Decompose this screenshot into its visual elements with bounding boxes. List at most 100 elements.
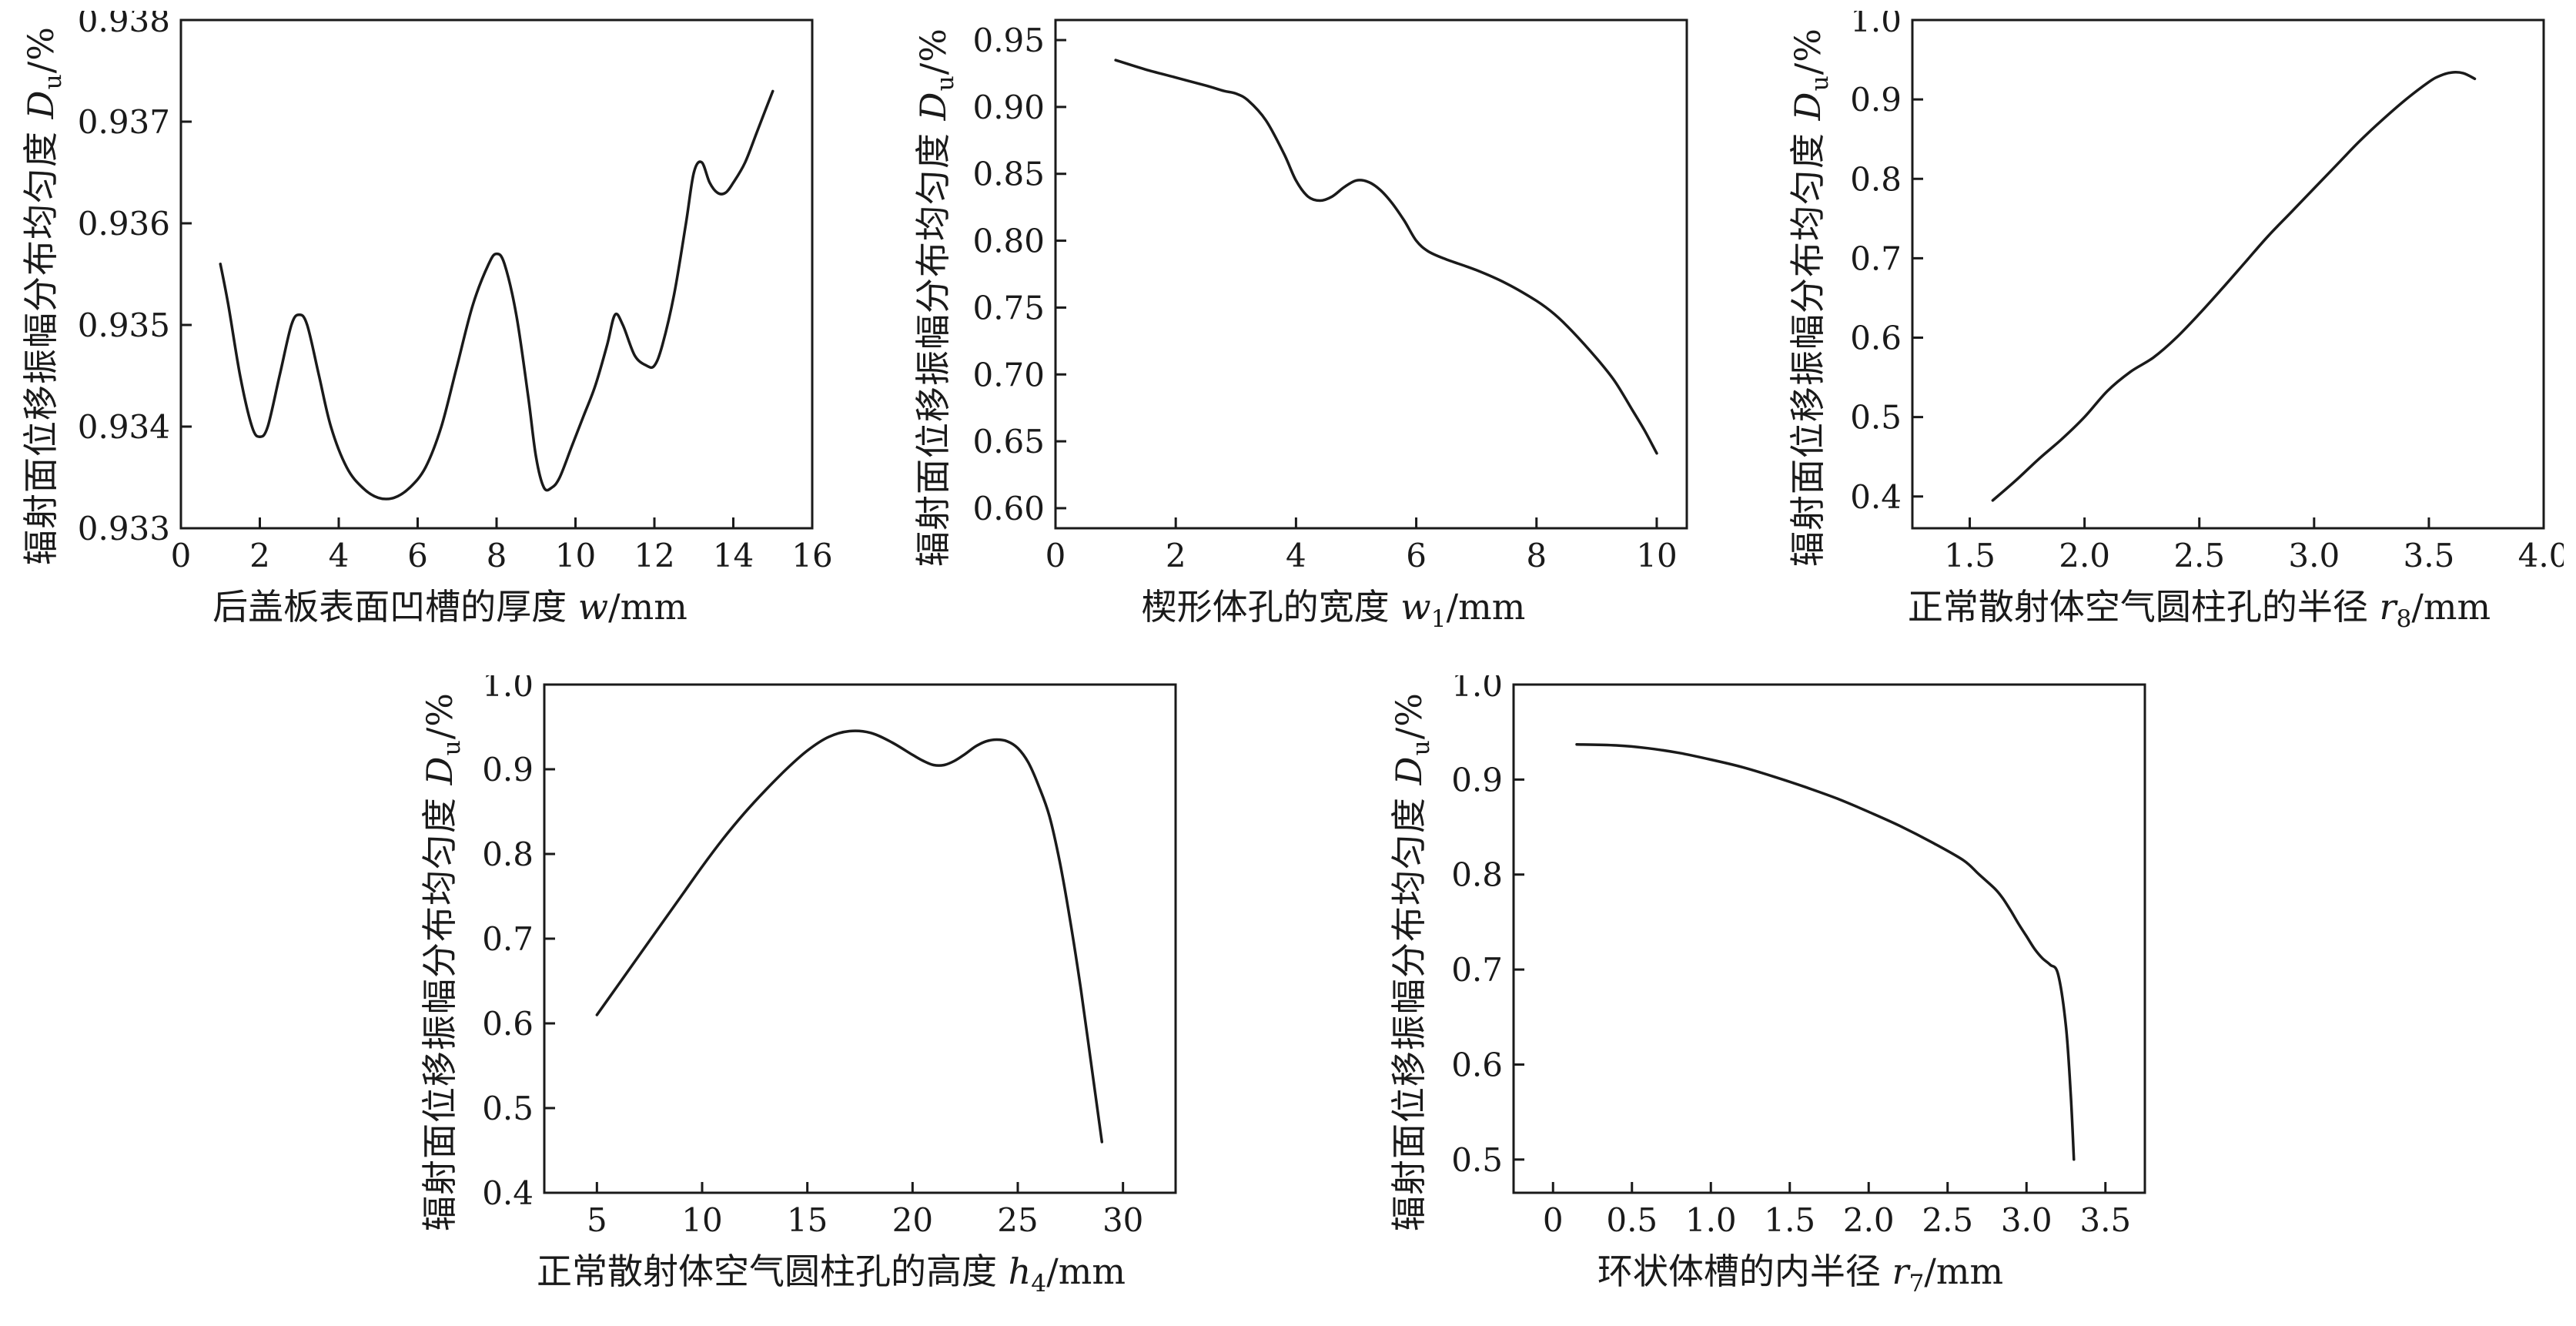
data-curve xyxy=(1991,71,2477,502)
x-tick-label: 2.5 xyxy=(2173,537,2225,574)
x-tick-label: 8 xyxy=(487,537,507,574)
plot-column: 0 2 4 6 8 10 12 14 16 0.933 0.934 0.935 0.936 0.937 0.… xyxy=(68,11,832,630)
y-axis-label-wrap: 辐射面位移振幅分布均匀度 Du/% xyxy=(905,11,960,633)
data-curve xyxy=(1575,743,2076,1161)
bottom-row: 辐射面位移振幅分布均匀度 Du/% 5 10 15 20 25 30 0.4 0.5 0.6 0.… xyxy=(12,675,2564,1298)
x-tick-label: 2 xyxy=(249,537,270,574)
plot-frame xyxy=(543,683,1177,1194)
x-tick-label: 3.5 xyxy=(2404,537,2455,574)
y-tick-label: 0.5 xyxy=(482,1090,534,1127)
data-curve xyxy=(595,729,1104,1144)
y-axis-label: 辐射面位移振幅分布均匀度 Du/% xyxy=(912,27,960,567)
x-tick-label: 10 xyxy=(555,537,596,574)
top-row: 辐射面位移振幅分布均匀度 Du/% 0 2 4 6 8 10 12 14 16 0.933 0.93… xyxy=(12,11,2564,633)
x-tick-label: 3.0 xyxy=(2288,537,2340,574)
chart-panel-cylinder-hole-height: 辐射面位移振幅分布均匀度 Du/% 5 10 15 20 25 30 0.4 0.5 0.6 0.… xyxy=(411,675,1196,1298)
axis-ticks: 0 2 4 6 8 10 12 14 16 0.933 0.934 0.935 0.936 0.937 0.… xyxy=(78,11,832,574)
data-curve xyxy=(219,89,774,501)
plot-column: 5 10 15 20 25 30 0.4 0.5 0.6 0.7 0.8 0.9 1.0 正常散射体空气… xyxy=(467,675,1196,1298)
x-tick-label: 1.0 xyxy=(1685,1201,1737,1239)
y-tick-label: 0.938 xyxy=(78,11,170,39)
plot-area: 0 2 4 6 8 10 12 14 16 0.933 0.934 0.935 0.936 0.937 0.… xyxy=(78,11,832,574)
x-tick-label: 10 xyxy=(681,1201,722,1239)
y-tick-label: 0.75 xyxy=(972,289,1045,326)
plot-area: 5 10 15 20 25 30 0.4 0.5 0.6 0.7 0.8 0.9 1.0 xyxy=(482,675,1177,1239)
y-tick-label: 0.6 xyxy=(1850,320,1902,357)
y-tick-label: 0.90 xyxy=(972,89,1045,126)
y-tick-label: 0.7 xyxy=(482,920,534,958)
y-tick-label: 0.65 xyxy=(972,423,1045,460)
x-tick-label: 1.5 xyxy=(1764,1201,1815,1239)
x-tick-label: 2.5 xyxy=(1922,1201,1973,1239)
x-tick-label: 10 xyxy=(1636,537,1677,574)
x-tick-label: 15 xyxy=(787,1201,828,1239)
x-tick-label: 2.0 xyxy=(1843,1201,1895,1239)
x-tick-label: 2 xyxy=(1166,537,1186,574)
y-tick-label: 0.60 xyxy=(972,490,1045,527)
y-tick-label: 1.0 xyxy=(482,675,534,704)
y-tick-label: 0.85 xyxy=(972,156,1045,193)
y-tick-label: 0.4 xyxy=(1850,478,1902,516)
y-tick-label: 0.934 xyxy=(78,408,170,446)
x-axis-label: 后盖板表面凹槽的厚度 w/mm xyxy=(212,586,687,628)
x-axis-label: 环状体槽的内半径 r7/mm xyxy=(1597,1251,2004,1298)
y-tick-label: 0.9 xyxy=(1850,81,1902,119)
y-axis-label: 辐射面位移振幅分布均匀度 Du/% xyxy=(1387,692,1436,1231)
y-tick-label: 0.7 xyxy=(1451,951,1503,989)
x-tick-label: 12 xyxy=(634,537,674,574)
x-tick-label: 20 xyxy=(892,1201,933,1239)
x-tick-label: 0 xyxy=(1045,537,1066,574)
x-tick-label: 0 xyxy=(1543,1201,1564,1239)
axis-ticks: 1.5 2.0 2.5 3.0 3.5 4.0 0.4 0.5 0.6 0.7 0.8 0.9 1.0 xyxy=(1850,11,2564,574)
plot-frame xyxy=(179,18,814,530)
x-axis-label: 正常散射体空气圆柱孔的半径 r8/mm xyxy=(1907,586,2491,634)
y-tick-label: 0.6 xyxy=(482,1005,534,1043)
plot-frame xyxy=(1911,18,2545,530)
x-tick-label: 8 xyxy=(1526,537,1547,574)
x-tick-label: 16 xyxy=(791,537,832,574)
x-axis-label: 楔形体孔的宽度 w1/mm xyxy=(1141,586,1526,634)
y-tick-label: 1.0 xyxy=(1850,11,1902,39)
x-tick-label: 4 xyxy=(1286,537,1306,574)
plot-frame xyxy=(1054,18,1688,530)
plot-column: 0 2 4 6 8 10 0.60 0.65 0.70 0.75 0.80 0.85 0.90 0.95 … xyxy=(960,11,1707,633)
x-tick-label: 1.5 xyxy=(1944,537,1996,574)
axis-ticks: 0 2 4 6 8 10 0.60 0.65 0.70 0.75 0.80 0.85 0.90 0.95 xyxy=(972,22,1677,574)
plot-area: 0 2 4 6 8 10 0.60 0.65 0.70 0.75 0.80 0.85 0.90 0.95 xyxy=(972,18,1688,574)
y-tick-label: 0.937 xyxy=(78,103,170,141)
x-tick-label: 4 xyxy=(329,537,350,574)
y-tick-label: 0.8 xyxy=(1850,160,1902,198)
y-axis-label: 辐射面位移振幅分布均匀度 Du/% xyxy=(418,692,467,1231)
x-tick-label: 25 xyxy=(997,1201,1038,1239)
plot-column: 0 0.5 1.0 1.5 2.0 2.5 3.0 3.5 0.5 0.6 0.7 0.8 0.9 1.0… xyxy=(1436,675,2165,1298)
axis-ticks: 0 0.5 1.0 1.5 2.0 2.5 3.0 3.5 0.5 0.6 0.7 0.8 0.9 1.0 xyxy=(1451,675,2131,1239)
y-axis-label-wrap: 辐射面位移振幅分布均匀度 Du/% xyxy=(1380,675,1436,1298)
y-tick-label: 0.5 xyxy=(1850,399,1902,437)
data-curve xyxy=(1114,59,1658,455)
x-tick-label: 4.0 xyxy=(2518,537,2564,574)
y-tick-label: 0.80 xyxy=(972,223,1045,260)
y-tick-label: 0.8 xyxy=(1451,856,1503,894)
plot-area: 0 0.5 1.0 1.5 2.0 2.5 3.0 3.5 0.5 0.6 0.7 0.8 0.9 1.0 xyxy=(1451,675,2146,1239)
plot-column: 1.5 2.0 2.5 3.0 3.5 4.0 0.4 0.5 0.6 0.7 0.8 0.9 1.0 … xyxy=(1835,11,2564,633)
y-tick-label: 0.6 xyxy=(1451,1046,1503,1084)
y-tick-label: 0.935 xyxy=(78,306,170,344)
x-tick-label: 0 xyxy=(171,537,192,574)
x-tick-label: 5 xyxy=(587,1201,607,1239)
y-tick-label: 1.0 xyxy=(1451,675,1503,704)
chart-panel-wedge-hole-width: 辐射面位移振幅分布均匀度 Du/% 0 2 4 6 8 10 0.60 0.65 0.70 0.7… xyxy=(905,11,1707,633)
axis-ticks: 5 10 15 20 25 30 0.4 0.5 0.6 0.7 0.8 0.9 1.0 xyxy=(482,675,1143,1239)
y-axis-label-wrap: 辐射面位移振幅分布均匀度 Du/% xyxy=(1779,11,1835,633)
plot-area: 1.5 2.0 2.5 3.0 3.5 4.0 0.4 0.5 0.6 0.7 0.8 0.9 1.0 xyxy=(1850,11,2564,574)
y-tick-label: 0.8 xyxy=(482,835,534,873)
y-axis-label: 辐射面位移振幅分布均匀度 Du/% xyxy=(19,25,68,565)
x-tick-label: 6 xyxy=(1406,537,1427,574)
x-tick-label: 6 xyxy=(407,537,428,574)
y-tick-label: 0.9 xyxy=(1451,762,1503,799)
y-axis-label: 辐射面位移振幅分布均匀度 Du/% xyxy=(1786,27,1835,567)
y-tick-label: 0.936 xyxy=(78,205,170,243)
chart-panel-annular-inner-radius: 辐射面位移振幅分布均匀度 Du/% 0 0.5 1.0 1.5 2.0 2.5 3.0 3.5… xyxy=(1380,675,2165,1298)
y-tick-label: 0.933 xyxy=(78,510,170,547)
x-tick-label: 2.0 xyxy=(2059,537,2110,574)
y-axis-label-wrap: 辐射面位移振幅分布均匀度 Du/% xyxy=(12,11,68,630)
